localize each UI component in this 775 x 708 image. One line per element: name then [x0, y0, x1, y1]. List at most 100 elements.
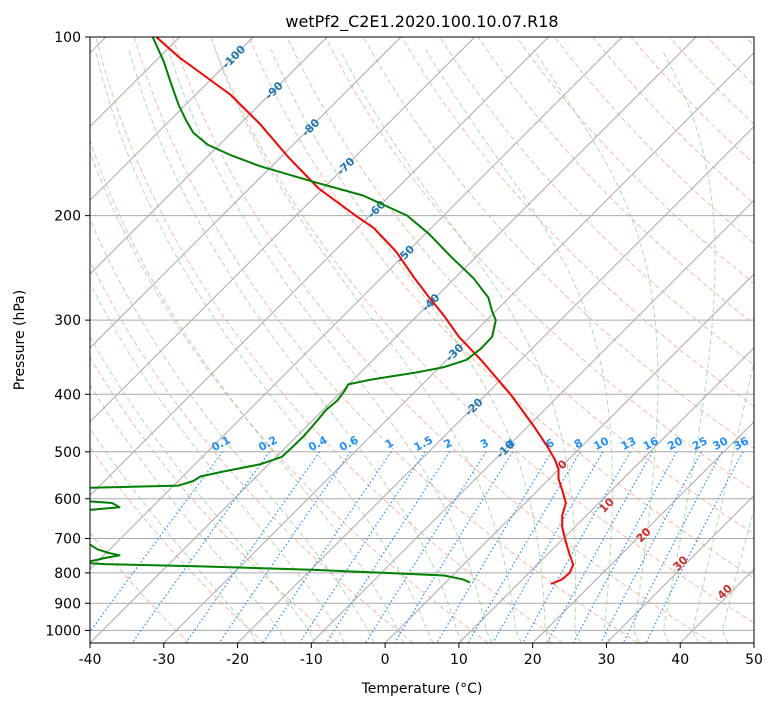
isotherm-label: -90 — [263, 79, 286, 102]
isotherm-label: -70 — [334, 155, 357, 178]
dry-adiabat-line — [90, 446, 265, 643]
moist-adiabat-line — [90, 218, 375, 643]
x-tick-label: 10 — [450, 652, 468, 668]
dry-adiabat-line — [554, 37, 754, 244]
x-tick-label: 30 — [597, 652, 615, 668]
isotherm-line — [163, 52, 754, 643]
moist-adiabat-line — [90, 281, 345, 643]
y-tick-label: 100 — [54, 30, 81, 46]
isotherm-line — [753, 642, 754, 643]
x-tick-label: -40 — [79, 652, 102, 668]
x-tick-label: -30 — [152, 652, 175, 668]
mixing-ratio-label: 36 — [731, 434, 751, 453]
line-annotations: 0.1 0.2 0.4 0.6 1 1.5 2 3 4 6 8 10 13 16 20 25 30 36-100-… — [209, 43, 751, 602]
mixing-ratio-label: 25 — [690, 434, 710, 453]
mixing-ratio-line — [600, 451, 703, 643]
dry-adiabat-line — [439, 37, 754, 366]
moist-adiabat-line — [339, 49, 582, 643]
isotherm-line — [384, 273, 754, 643]
dry-adiabat-line — [324, 37, 754, 492]
x-tick-label: 40 — [671, 652, 689, 668]
mixing-ratio-label: 0.6 — [337, 433, 361, 454]
mixing-ratio-label: 0.4 — [306, 433, 330, 454]
moist-adiabat-line — [94, 49, 434, 643]
isotherm-line — [310, 199, 754, 643]
mixing-ratio-label: 20 — [665, 434, 685, 453]
moist-adiabat-line — [214, 49, 523, 643]
y-tick-label: 1000 — [45, 623, 81, 639]
mixing-ratio-line — [185, 451, 321, 643]
isotherm-line — [606, 494, 754, 643]
mixing-ratio-label: 0.1 — [209, 433, 232, 454]
dry-adiabat-line — [172, 37, 713, 643]
isotherm-label: -80 — [299, 116, 322, 139]
moist-adiabat-label: 20 — [634, 525, 654, 545]
isotherm-line — [90, 37, 328, 275]
isotherm-line — [237, 125, 754, 643]
moist-adiabat-line — [167, 49, 493, 643]
data-series — [90, 37, 575, 585]
mixing-ratio-label: 1.5 — [412, 433, 435, 454]
isotherm-line — [90, 37, 402, 349]
moist-adiabat-line — [692, 358, 754, 643]
isotherm-line — [679, 568, 754, 643]
y-tick-label: 700 — [54, 532, 81, 548]
dry-adiabat-line — [707, 37, 754, 86]
x-tick-label: -20 — [226, 652, 249, 668]
moist-adiabat-line — [721, 507, 754, 643]
mixing-ratio-line — [645, 451, 744, 643]
dry-adiabat-line — [630, 37, 754, 165]
mixing-ratio-line — [394, 451, 514, 643]
y-axis-label: Pressure (hPa) — [12, 290, 28, 390]
x-tick-label: 0 — [381, 652, 390, 668]
isotherm-line — [458, 347, 754, 643]
background-lines — [90, 37, 754, 643]
dry-adiabat-line — [592, 37, 754, 204]
mixing-ratio-label: 13 — [619, 434, 639, 453]
x-tick-label: -10 — [300, 652, 323, 668]
mixing-ratio-line — [299, 451, 426, 643]
y-tick-label: 900 — [54, 596, 81, 612]
isotherm-line — [90, 37, 697, 643]
mixing-ratio-line — [436, 451, 553, 643]
moist-adiabat-line — [270, 49, 552, 643]
dewpoint-profile-line — [90, 37, 497, 584]
isotherm-line — [90, 37, 254, 202]
mixing-ratio-line — [218, 451, 351, 643]
x-axis-label: Temperature (°C) — [361, 681, 483, 697]
moist-adiabat-line — [90, 427, 257, 643]
moist-adiabat-label: 10 — [597, 495, 617, 515]
isotherm-line — [90, 37, 476, 423]
moist-adiabat-label: 30 — [671, 553, 691, 573]
mixing-ratio-label: 30 — [711, 434, 731, 453]
moist-adiabat-line — [661, 49, 716, 643]
isotherm-line — [532, 420, 754, 643]
axes: -40 -30 -20 -10 0 10 20 30 40 50 100 200 300 400 500 60… — [45, 30, 763, 668]
mixing-ratio-label: 10 — [591, 434, 611, 453]
mixing-ratio-label: 3 — [478, 436, 491, 451]
y-tick-label: 300 — [54, 313, 81, 329]
mixing-ratio-line — [262, 451, 392, 643]
dry-adiabat-line — [90, 356, 339, 643]
moist-adiabat-line — [128, 49, 464, 643]
mixing-ratio-line — [522, 451, 631, 643]
mixing-ratio-line — [622, 451, 723, 643]
moist-adiabat-label: 40 — [715, 582, 735, 602]
isotherm-line — [90, 37, 549, 497]
moist-adiabat-line — [90, 383, 286, 643]
mixing-ratio-line — [572, 451, 678, 643]
mixing-ratio-label: 16 — [641, 434, 661, 453]
temperature-profile-line — [155, 37, 575, 585]
dry-adiabat-line — [90, 531, 190, 643]
y-tick-label: 600 — [54, 492, 81, 508]
y-tick-label: 800 — [54, 566, 81, 582]
mixing-ratio-line — [325, 451, 451, 643]
dry-adiabat-line — [210, 37, 754, 624]
dry-adiabat-line — [477, 37, 754, 325]
y-tick-label: 500 — [54, 445, 81, 461]
plot-frame — [89, 36, 755, 644]
mixing-ratio-line — [546, 451, 654, 643]
dry-adiabat-line — [401, 37, 754, 407]
mixing-ratio-label: 0.2 — [256, 433, 279, 454]
